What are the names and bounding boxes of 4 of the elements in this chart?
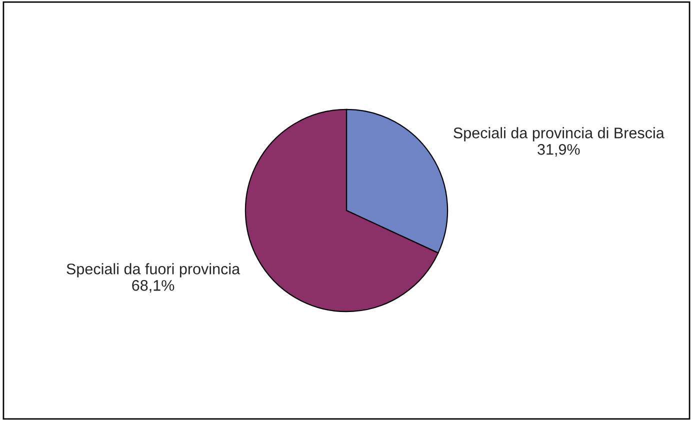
- data-label: 68,1%: [132, 280, 174, 293]
- slice-label: Speciali da fuori provincia: [66, 263, 240, 278]
- data-label: 31,9%: [538, 144, 580, 157]
- slice-label: Speciali da provincia di Brescia: [454, 127, 664, 142]
